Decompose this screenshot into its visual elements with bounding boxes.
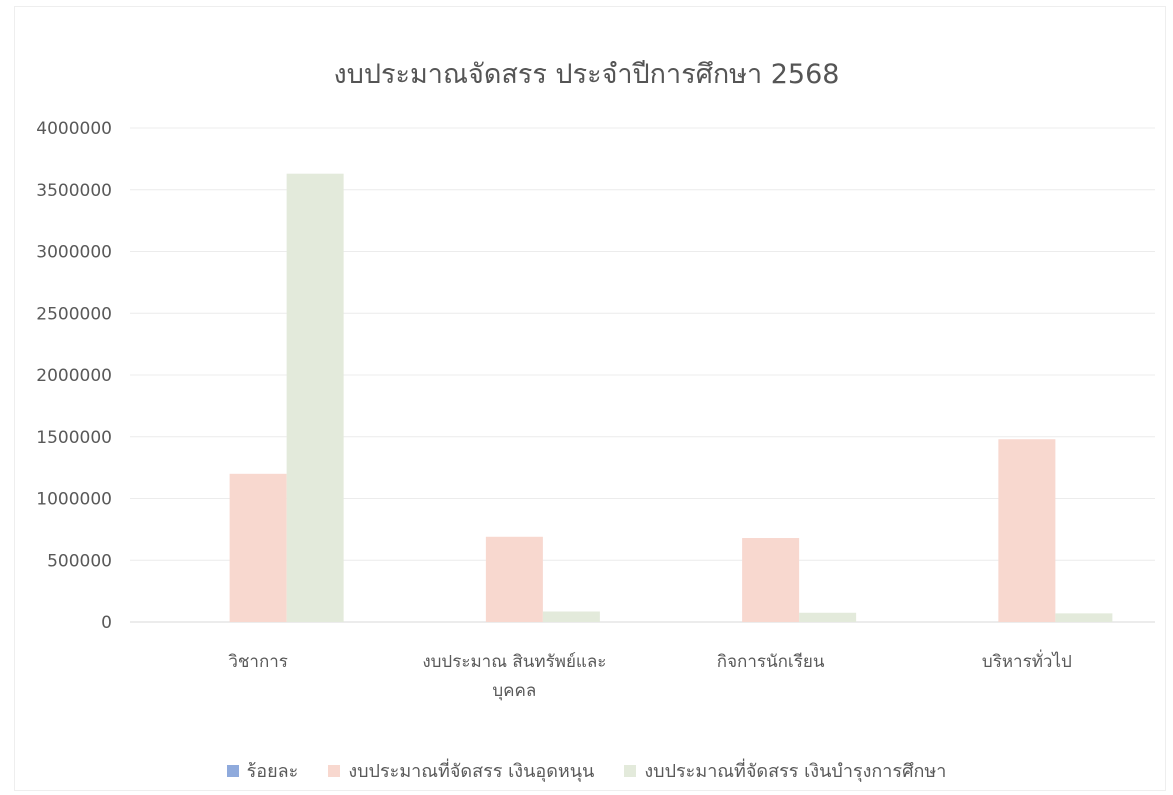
chart-title: งบประมาณจัดสรร ประจำปีการศึกษา 2568 [333,59,840,90]
x-tick-label: บุคคล [492,681,536,701]
x-tick-label: วิชาการ [228,652,288,672]
x-tick-label: กิจการนักเรียน [717,652,825,672]
bar [742,538,800,622]
y-tick-label: 1500000 [36,428,112,448]
x-tick-label: งบประมาณ สินทรัพย์และ [422,652,606,672]
bar [998,439,1056,622]
bar [229,473,287,622]
x-tick-label: บริหารทั่วไป [982,649,1072,672]
legend-item-percent: ร้อยละ [226,756,299,785]
legend-swatch-percent [226,764,239,777]
y-tick-label: 4000000 [36,119,112,139]
bar [542,611,600,622]
chart-frame [14,6,1166,791]
legend-swatch-subsidy [328,764,341,777]
y-tick-label: 1000000 [36,490,112,510]
y-tick-label: 3500000 [36,181,112,201]
chart-legend: ร้อยละ งบประมาณที่จัดสรร เงินอุดหนุน งบป… [0,756,1173,785]
y-tick-label: 2500000 [36,304,112,324]
legend-label-percent: ร้อยละ [246,761,299,782]
bar [799,612,857,622]
y-tick-label: 3000000 [36,243,112,263]
y-tick-label: 0 [101,613,112,633]
legend-label-maintenance: งบประมาณที่จัดสรร เงินบำรุงการศึกษา [644,761,947,782]
y-tick-label: 500000 [47,551,112,571]
legend-item-maintenance: งบประมาณที่จัดสรร เงินบำรุงการศึกษา [624,756,946,785]
legend-label-subsidy: งบประมาณที่จัดสรร เงินอุดหนุน [348,761,595,782]
bar [485,536,543,622]
y-tick-label: 2000000 [36,366,112,386]
legend-item-subsidy: งบประมาณที่จัดสรร เงินอุดหนุน [328,756,594,785]
bar [286,173,344,622]
legend-swatch-maintenance [624,764,637,777]
bar [1055,613,1113,622]
